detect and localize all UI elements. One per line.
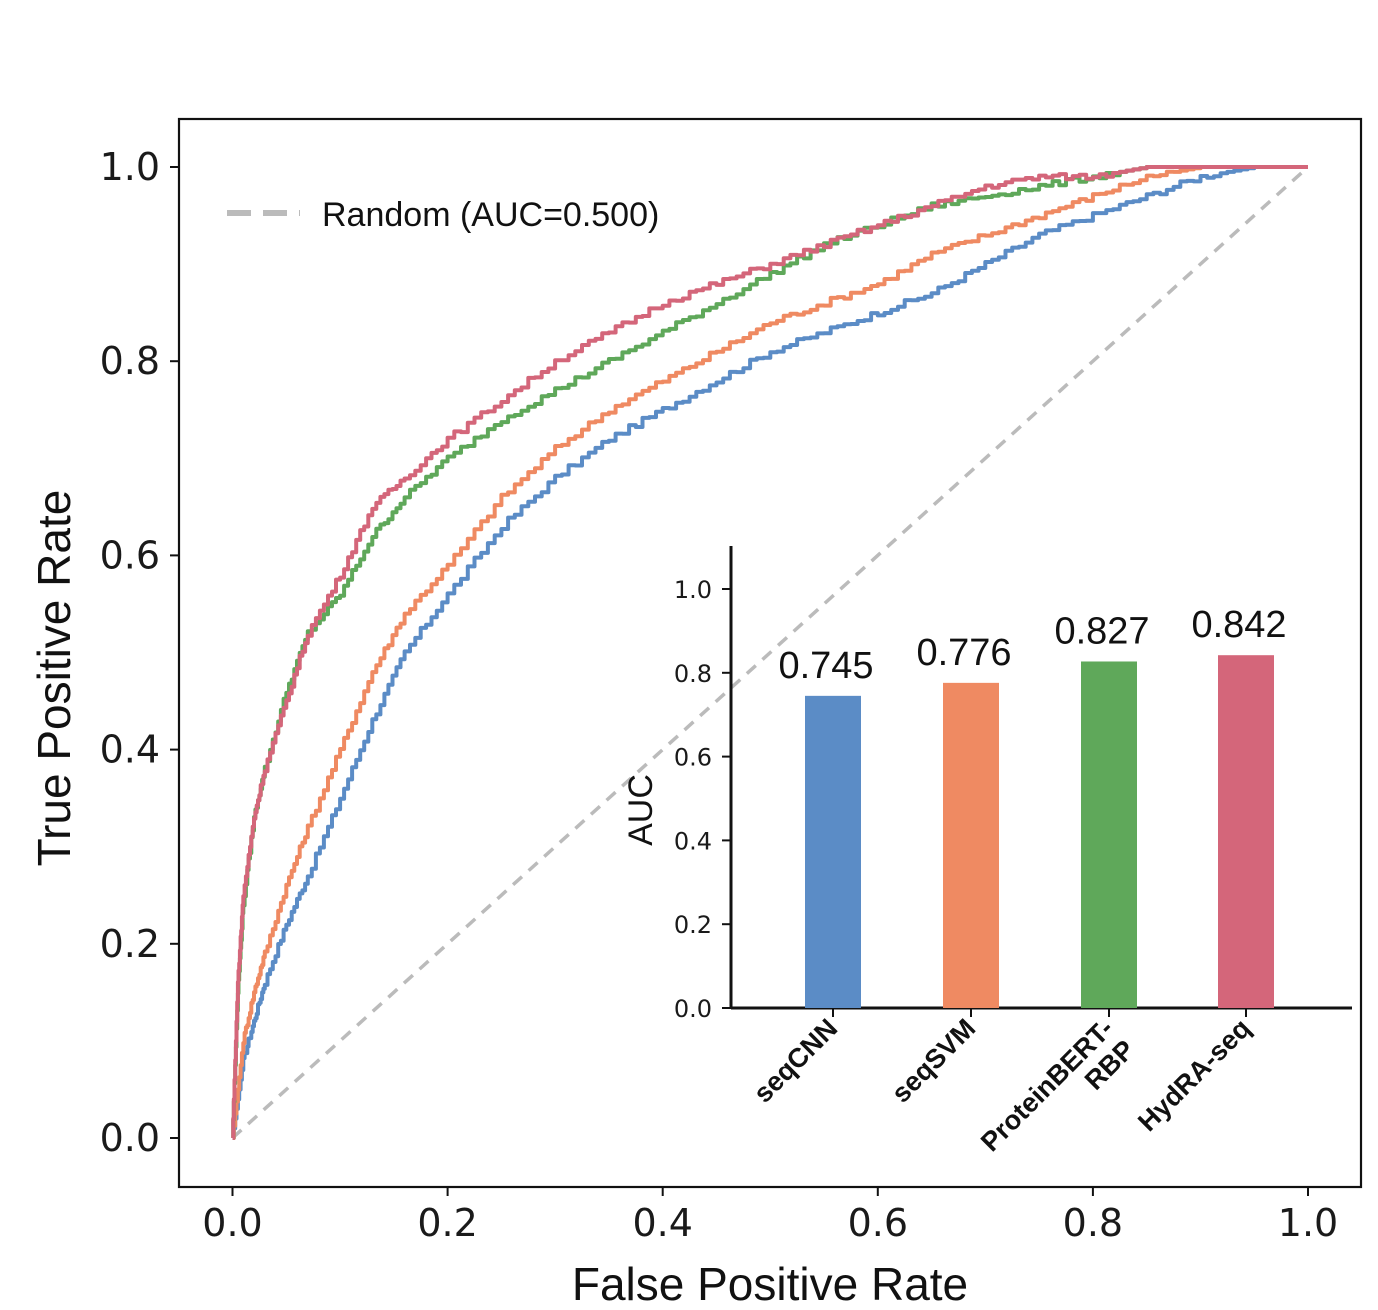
y-tick-label: 0.0 (100, 1116, 160, 1160)
main-x-ticks: 0.0 0.2 0.4 0.6 0.8 1.0 (202, 1187, 1338, 1245)
main-plot-frame (177, 117, 1363, 1189)
main-y-ticks: 0.0 0.2 0.4 0.6 0.8 1.0 (100, 145, 179, 1160)
x-axis-title: False Positive Rate (572, 1258, 968, 1310)
bar-1 (943, 682, 999, 1008)
y-tick-label: 0.2 (100, 922, 160, 966)
roc-curve-hydra-seq (231, 165, 1308, 1140)
inset-y-tick-label: 0.8 (674, 660, 712, 688)
inset-y-ticks: 0.0 0.2 0.4 0.6 0.8 1.0 (674, 576, 731, 1023)
legend-random-label: Random (AUC=0.500) (322, 196, 659, 234)
x-tick-label: 0.6 (848, 1201, 908, 1245)
main-series-group (231, 165, 1310, 1140)
inset-y-tick-label: 0.0 (674, 995, 712, 1023)
bar-value-label: 0.776 (916, 632, 1011, 674)
x-tick-label: 0.8 (1063, 1201, 1123, 1245)
x-tick-label: 0.2 (417, 1201, 477, 1245)
inset-y-axis-title: AUC (622, 774, 660, 846)
bar-value-label: 0.745 (778, 645, 873, 687)
bar-3 (1218, 655, 1274, 1008)
x-tick-label: 1.0 (1278, 1201, 1338, 1245)
x-tick-label: 0.0 (202, 1201, 262, 1245)
x-tick-label: 0.4 (632, 1201, 692, 1245)
y-tick-label: 0.4 (100, 728, 160, 772)
y-tick-label: 0.6 (100, 533, 160, 577)
inset-y-tick-label: 0.2 (674, 911, 712, 939)
legend: Random (AUC=0.500) (227, 196, 659, 234)
bar-2 (1081, 661, 1137, 1008)
inset-y-tick-label: 0.4 (674, 827, 712, 855)
roc-curve-seqcnn (231, 165, 1308, 1140)
inset-y-tick-label: 1.0 (674, 576, 712, 604)
y-tick-label: 0.8 (100, 339, 160, 383)
bar-0 (805, 695, 861, 1008)
inset-y-tick-label: 0.6 (674, 744, 712, 772)
random-baseline-line (231, 165, 1310, 1140)
bar-value-label: 0.842 (1191, 604, 1286, 646)
y-axis-title: True Positive Rate (28, 490, 80, 867)
bar-value-label: 0.827 (1054, 610, 1149, 652)
roc-curve-seqsvm (231, 165, 1308, 1140)
y-tick-label: 1.0 (100, 145, 160, 189)
